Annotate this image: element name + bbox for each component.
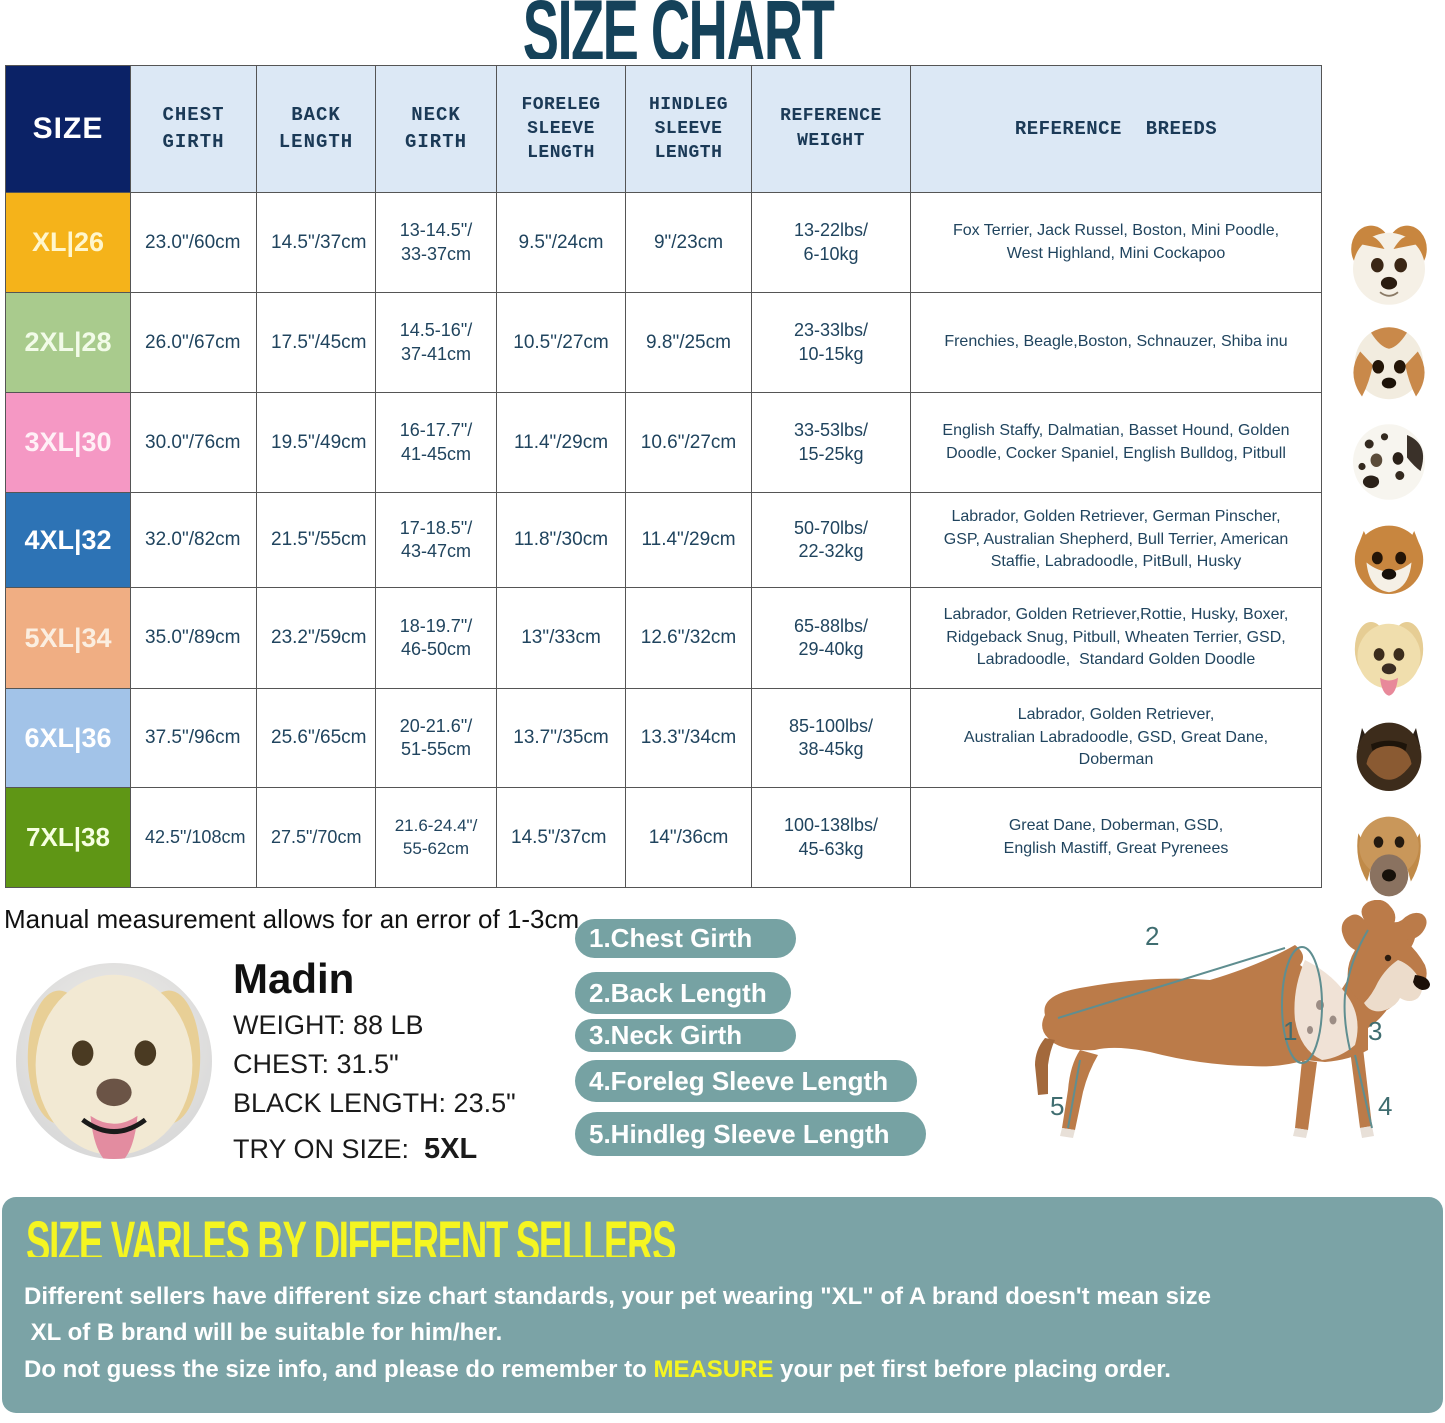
svg-text:2: 2: [1145, 921, 1159, 951]
svg-text:1: 1: [1283, 1016, 1297, 1046]
svg-text:4: 4: [1378, 1091, 1392, 1121]
svg-text:3: 3: [1368, 1016, 1382, 1046]
svg-text:5: 5: [1050, 1091, 1064, 1121]
